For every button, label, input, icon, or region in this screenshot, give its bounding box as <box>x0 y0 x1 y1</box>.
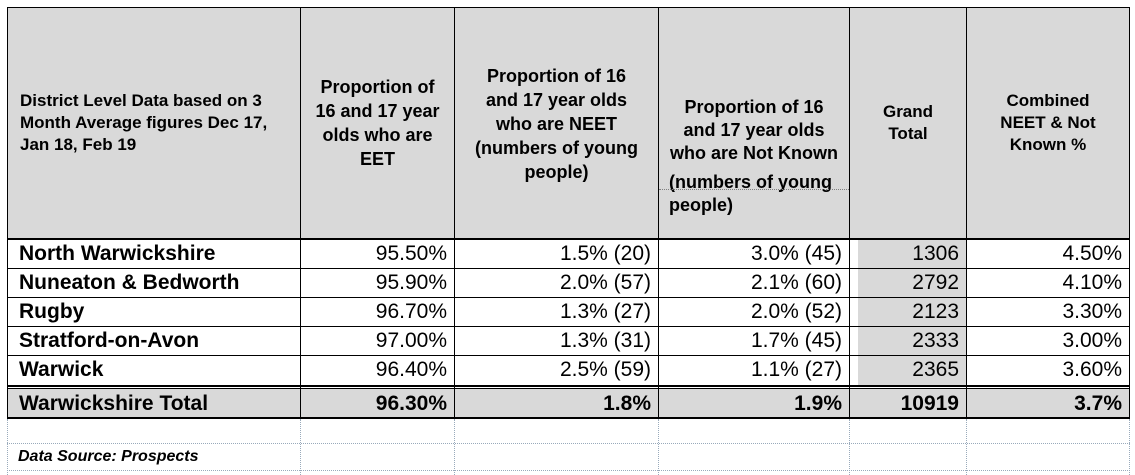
not-known-value: 3.0% (45) <box>750 241 842 265</box>
grid-line <box>300 7 301 418</box>
district-name: Warwick <box>19 358 104 381</box>
not-known-value: 1.7% (45) <box>750 328 842 352</box>
header-grand-total: Grand Total <box>849 7 967 239</box>
grid-line <box>658 419 659 475</box>
header-eet-label: Proportion of 16 and 17 year olds who ar… <box>315 77 440 169</box>
grid-line <box>7 7 8 418</box>
grid-line <box>7 326 1130 327</box>
grid-line <box>7 7 1130 8</box>
not-known-value: 1.1% (27) <box>750 358 842 381</box>
grid-line <box>1129 419 1130 475</box>
grid-line <box>7 268 1130 269</box>
total-neet-value: 1.8% <box>603 391 651 415</box>
header-combined: Combined NEET & Not Known % <box>966 7 1130 239</box>
grid-line <box>966 419 967 475</box>
grid-line <box>7 419 8 475</box>
header-combined-label: Combined NEET & Not Known % <box>1000 91 1096 154</box>
header-not-known-label: Proportion of 16 and 17 year olds who ar… <box>670 97 838 163</box>
header-divider <box>659 189 849 190</box>
district-name: Rugby <box>19 299 85 323</box>
grid-line <box>7 297 1130 298</box>
grand-total-value: 2792 <box>858 268 967 297</box>
grid-line <box>849 419 850 475</box>
header-neet: Proportion of 16 and 17 year olds who ar… <box>454 7 659 239</box>
combined-value: 4.50% <box>1062 241 1122 265</box>
grid-line <box>658 7 659 418</box>
not-known-value: 2.1% (60) <box>750 270 842 294</box>
total-row-background <box>7 389 1130 418</box>
header-neet-label: Proportion of 16 and 17 year olds who ar… <box>475 66 638 182</box>
grand-total-value: 1306 <box>858 239 967 268</box>
grid-line <box>7 239 1130 240</box>
district-name: Nuneaton & Bedworth <box>19 270 240 294</box>
neet-value: 1.3% (27) <box>559 299 651 323</box>
grand-total-value: 2365 <box>858 355 967 385</box>
total-combined-value: 3.7% <box>1074 391 1122 415</box>
district-name: North Warwickshire <box>19 241 216 265</box>
eet-value: 96.70% <box>375 299 447 323</box>
total-not-known-value: 1.9% <box>794 391 842 415</box>
combined-value: 3.00% <box>1062 328 1122 352</box>
eet-value: 97.00% <box>375 328 447 352</box>
grid-line <box>7 470 1130 471</box>
combined-value: 3.30% <box>1062 299 1122 323</box>
eet-value: 96.40% <box>375 358 447 381</box>
neet-value: 1.3% (31) <box>559 328 651 352</box>
data-source-note: Data Source: Prospects <box>18 448 199 465</box>
grid-line <box>454 7 455 418</box>
header-eet: Proportion of 16 and 17 year olds who ar… <box>300 7 455 239</box>
grid-line <box>966 7 967 418</box>
header-district-label: District Level Data based on 3 Month Ave… <box>20 91 268 154</box>
grid-line <box>7 443 1130 444</box>
district-name: Stratford-on-Avon <box>19 328 200 352</box>
grid-line <box>849 7 850 418</box>
total-district-name: Warwickshire Total <box>19 391 209 415</box>
grand-total-value: 2333 <box>858 326 967 355</box>
grid-line <box>7 388 1130 389</box>
neet-value: 1.5% (20) <box>559 241 651 265</box>
header-district: District Level Data based on 3 Month Ave… <box>7 7 301 239</box>
neet-value: 2.5% (59) <box>559 358 651 381</box>
neet-value: 2.0% (57) <box>559 270 651 294</box>
eet-value: 95.90% <box>375 270 447 294</box>
header-grand-total-label: Grand Total <box>882 102 934 143</box>
total-eet-value: 96.30% <box>375 391 447 415</box>
grid-line <box>7 417 1130 419</box>
grid-line <box>7 385 1130 387</box>
total-grand-total-value: 10919 <box>900 391 959 415</box>
grid-line <box>7 355 1130 356</box>
grid-line <box>300 419 301 475</box>
combined-value: 4.10% <box>1062 270 1122 294</box>
grid-line <box>454 419 455 475</box>
grid-line <box>1129 7 1130 418</box>
combined-value: 3.60% <box>1062 358 1122 381</box>
eet-value: 95.50% <box>375 241 447 265</box>
header-not-known-sublabel: (numbers of young people) <box>669 172 832 215</box>
not-known-value: 2.0% (52) <box>750 299 842 323</box>
grand-total-value: 2123 <box>858 297 967 326</box>
header-not-known: Proportion of 16 and 17 year olds who ar… <box>658 7 850 239</box>
